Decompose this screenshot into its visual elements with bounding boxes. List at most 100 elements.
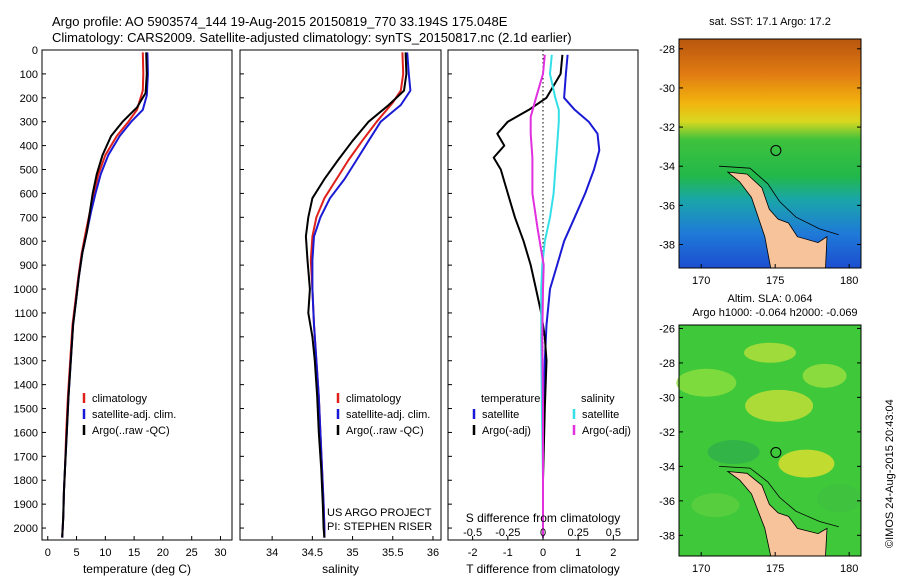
- temperature-x-axis-label: temperature (deg C): [83, 562, 191, 576]
- sla-map-xtick-label: 170: [692, 563, 710, 575]
- difference-series-2-line: [540, 54, 560, 538]
- credit-pi: PI: STEPHEN RISER: [327, 521, 432, 533]
- temperature-series-2-line: [61, 52, 148, 538]
- legend-diff-salinity-heading: salinity: [581, 393, 615, 405]
- sla-map-anomaly-blob: [744, 342, 796, 363]
- temperature-plot-frame: [41, 49, 233, 541]
- sla-map-anomaly-blob: [707, 440, 760, 465]
- temperature-series-0-line: [61, 52, 145, 538]
- depth-tick-label: 2000: [14, 523, 38, 535]
- temperature-series-1-line: [61, 52, 149, 538]
- sst-map-ytick-label: -30: [659, 83, 675, 95]
- legend-temp-climatology-label: climatology: [92, 393, 148, 405]
- temperature-xtick-label: 30: [214, 547, 226, 559]
- depth-tick-label: 1800: [14, 475, 38, 487]
- sst-map-argo-float-marker: [770, 144, 782, 156]
- salinity-diff-tick-label: 0: [540, 527, 546, 539]
- depth-tick-label: 800: [20, 236, 38, 248]
- depth-tick-label: 300: [20, 117, 38, 129]
- difference-xtick-label: -2: [468, 547, 478, 559]
- sla-map-land-north-island: [726, 470, 828, 557]
- temperature-xtick-label: 0: [45, 547, 51, 559]
- sla-map-ytick-label: -36: [659, 496, 675, 508]
- sla-map-anomaly-blob: [676, 368, 737, 397]
- temperature-xtick-label: 15: [128, 547, 140, 559]
- sla-map-ytick-label: -34: [659, 461, 675, 473]
- salinity-plot-frame: [239, 49, 442, 541]
- salinity-series-1-line: [311, 52, 412, 538]
- salinity-xtick-label: 35: [346, 547, 358, 559]
- depth-tick-label: 900: [20, 260, 38, 272]
- salinity-diff-tick-label: -0.25: [495, 527, 520, 539]
- legend-diff-temp-argo-label: Argo(-adj): [482, 425, 531, 437]
- sst-map-xtick-label: 170: [692, 275, 710, 287]
- depth-tick-label: 1700: [14, 451, 38, 463]
- sst-map-ytick-label: -28: [659, 44, 675, 56]
- depth-tick-label: 1300: [14, 356, 38, 368]
- legend-diff-temp-satellite-label: satellite: [482, 409, 519, 421]
- temperature-xtick-label: 20: [157, 547, 169, 559]
- depth-tick-label: 700: [20, 212, 38, 224]
- legend-temp-argo-label: Argo(..raw -QC): [92, 425, 170, 437]
- temperature-xtick-label: 10: [99, 547, 111, 559]
- difference-xtick-label: 0: [540, 547, 546, 559]
- legend-sal-climatology-label: climatology: [346, 393, 402, 405]
- climatology-subtitle: Climatology: CARS2009. Satellite-adjuste…: [52, 30, 572, 45]
- sla-map-argo-float-marker: [770, 446, 782, 458]
- salinity-xtick-label: 35.5: [382, 547, 403, 559]
- sla-map-anomaly-blob: [691, 493, 740, 518]
- depth-tick-label: 1900: [14, 499, 38, 511]
- sst-map-ytick-label: -34: [659, 161, 675, 173]
- temperature-xtick-label: 5: [73, 547, 79, 559]
- depth-tick-label: 500: [20, 165, 38, 177]
- depth-tick-label: 0: [32, 45, 38, 57]
- sla-map-xtick-label: 180: [840, 563, 858, 575]
- sst-map-title: sat. SST: 17.1 Argo: 17.2: [709, 16, 831, 28]
- depth-tick-label: 1500: [14, 404, 38, 416]
- sst-map-depth-contour: [718, 165, 839, 236]
- profile-title: Argo profile: AO 5903574_144 19-Aug-2015…: [52, 14, 508, 29]
- sst-map-xtick-label: 175: [766, 275, 784, 287]
- difference-x-axis-label: T difference from climatology: [466, 562, 620, 576]
- difference-series-0-line: [542, 54, 601, 538]
- sla-map-xtick-label: 175: [766, 563, 784, 575]
- sla-map-ytick-label: -26: [659, 323, 675, 335]
- depth-tick-label: 1600: [14, 427, 38, 439]
- legend-sal-argo-label: Argo(..raw -QC): [346, 425, 424, 437]
- sla-map-ytick-label: -38: [659, 530, 675, 542]
- sst-map-land-north-island: [726, 171, 828, 269]
- depth-tick-label: 1000: [14, 284, 38, 296]
- difference-series-3-line: [529, 54, 546, 538]
- sla-map-anomaly-blob: [778, 449, 835, 478]
- sst-map-ytick-label: -38: [659, 240, 675, 252]
- depth-tick-label: 100: [20, 69, 38, 81]
- sst-map-ytick-label: -32: [659, 122, 675, 134]
- sst-map-xtick-label: 180: [840, 275, 858, 287]
- difference-xtick-label: 1: [575, 547, 581, 559]
- depth-tick-label: 1200: [14, 332, 38, 344]
- salinity-xtick-label: 36: [427, 547, 439, 559]
- salinity-x-axis-label: salinity: [322, 562, 359, 576]
- salinity-diff-axis-label: S difference from climatology: [466, 511, 621, 525]
- legend-diff-sal-argo-label: Argo(-adj): [582, 425, 631, 437]
- sla-map-anomaly-blob: [802, 363, 847, 388]
- salinity-diff-tick-label: 0.5: [606, 527, 621, 539]
- difference-series-1-line: [492, 54, 564, 538]
- sla-map-title: Altim. SLA: 0.064: [728, 293, 813, 305]
- sla-map-anomaly-blob: [817, 484, 862, 513]
- salinity-xtick-label: 34: [266, 547, 278, 559]
- salinity-xtick-label: 34.5: [302, 547, 323, 559]
- sla-map-ytick-label: -30: [659, 392, 675, 404]
- salinity-series-0-line: [309, 52, 405, 538]
- salinity-series-2-line: [304, 52, 408, 538]
- imos-timestamp: ©IMOS 24-Aug-2015 20:43:04: [884, 399, 896, 548]
- difference-xtick-label: 2: [610, 547, 616, 559]
- legend-diff-sal-satellite-label: satellite: [582, 409, 619, 421]
- sla-map-frame: [678, 324, 862, 557]
- depth-tick-label: 400: [20, 141, 38, 153]
- depth-tick-label: 600: [20, 188, 38, 200]
- difference-xtick-label: -1: [503, 547, 513, 559]
- legend-temp-satellite-label: satellite-adj. clim.: [92, 409, 176, 421]
- legend-diff-temperature-heading: temperature: [481, 393, 540, 405]
